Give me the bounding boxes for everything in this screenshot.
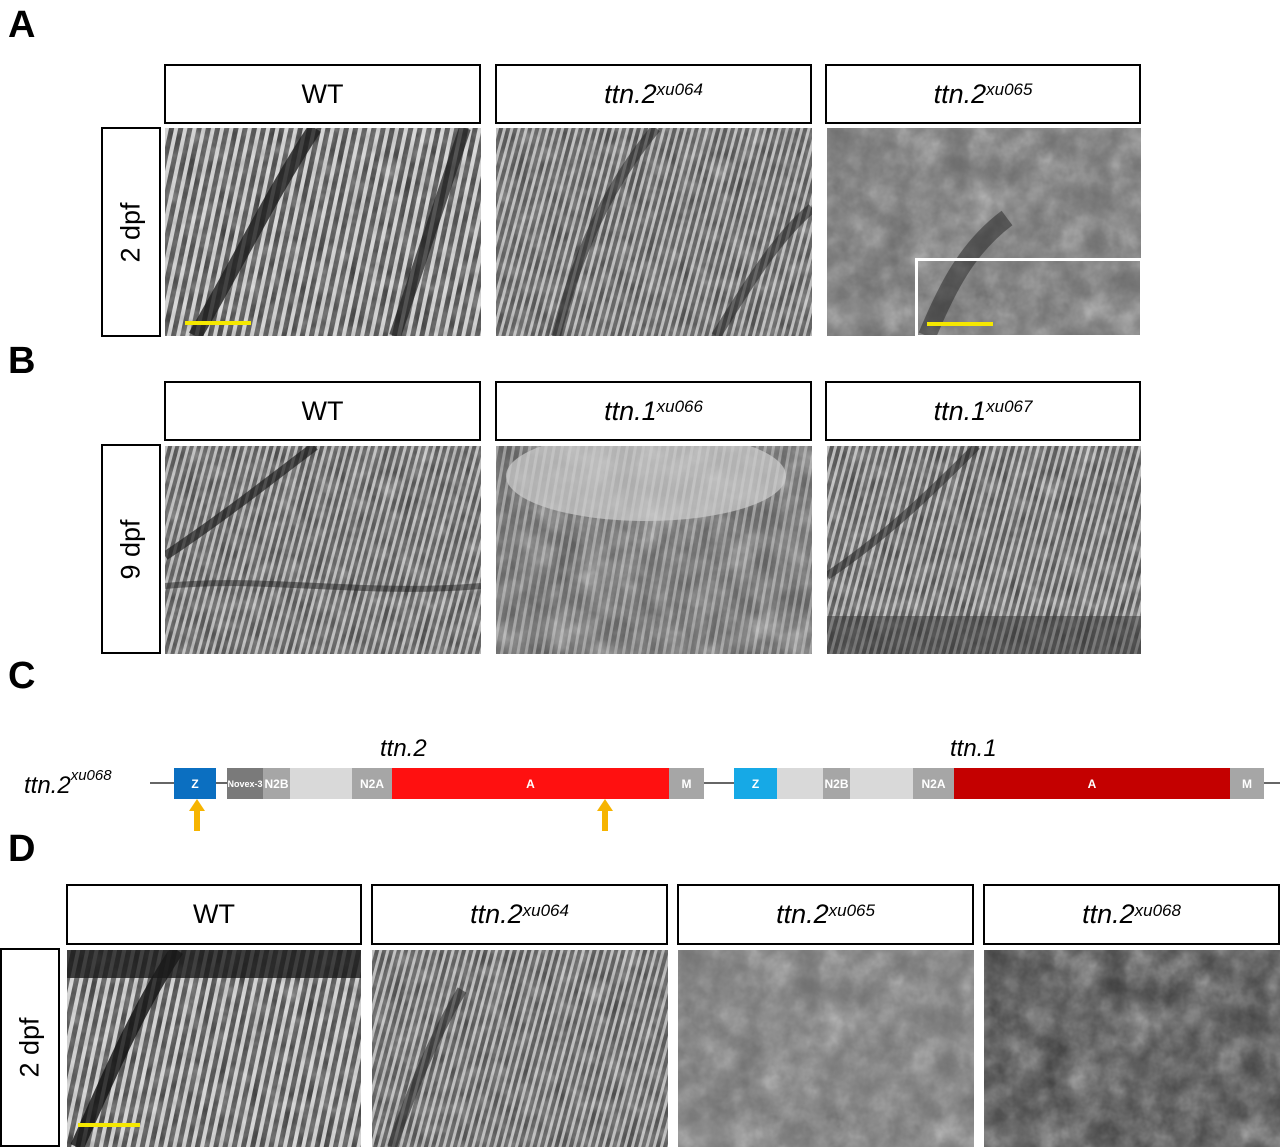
column-header-ttn2-xu068: ttn.2 xu068 bbox=[983, 884, 1280, 945]
micrograph-ttn2-xu068-2dpf bbox=[984, 950, 1280, 1147]
panel-label-c: C bbox=[8, 655, 36, 697]
up-arrow-icon bbox=[189, 799, 205, 831]
micrograph-ttn1-xu066-9dpf bbox=[496, 446, 812, 654]
column-header-wt: WT bbox=[164, 381, 481, 441]
inset-frame bbox=[915, 258, 1143, 338]
column-header-wt: WT bbox=[66, 884, 362, 945]
allele-superscript: xu066 bbox=[656, 397, 703, 416]
column-header-ttn2-xu065: ttn.2 xu065 bbox=[677, 884, 974, 945]
row-label-text: 2 dpf bbox=[14, 1017, 45, 1078]
up-arrow-icon bbox=[597, 799, 613, 831]
gene-label-ttn2: ttn.2 bbox=[380, 735, 427, 762]
row-label-text: 9 dpf bbox=[115, 518, 146, 580]
domain-n2b-ttn2: N2B bbox=[263, 768, 290, 799]
domain-n2a-ttn2: N2A bbox=[352, 768, 392, 799]
domain-spacer-ttn1 bbox=[777, 768, 823, 799]
allele-label-ttn2-xu068: ttn.2xu068 bbox=[24, 767, 112, 800]
column-header-ttn1-xu066: ttn.1 xu066 bbox=[495, 381, 812, 441]
gene-name: ttn.2 bbox=[933, 78, 987, 109]
domain-n2a-ttn1: N2A bbox=[913, 768, 954, 799]
micrograph-ttn2-xu065-2dpf bbox=[827, 128, 1141, 336]
micrograph-wt-2dpf bbox=[165, 128, 481, 336]
allele-superscript: xu064 bbox=[656, 80, 703, 99]
domain-spacer2-ttn1 bbox=[850, 768, 913, 799]
scale-bar-inset bbox=[927, 322, 993, 326]
domain-a-ttn1: A bbox=[954, 768, 1230, 799]
column-header-ttn2-xu065: ttn.2 xu065 bbox=[825, 64, 1141, 124]
column-header-ttn2-xu064: ttn.2 xu064 bbox=[371, 884, 668, 945]
domain-novex3-ttn2: Novex-3 bbox=[227, 768, 263, 799]
allele-superscript: xu068 bbox=[70, 767, 112, 784]
domain-z-ttn2: Z bbox=[174, 768, 216, 799]
column-header-wt: WT bbox=[164, 64, 481, 124]
domain-spacer-ttn2 bbox=[290, 768, 352, 799]
gene-name: ttn.2 bbox=[776, 899, 829, 929]
scale-bar bbox=[185, 321, 251, 325]
domain-m-ttn1: M bbox=[1230, 768, 1264, 799]
genomic-backbone-line bbox=[150, 782, 1280, 784]
gene-name: ttn.1 bbox=[933, 395, 987, 426]
allele-superscript: xu068 bbox=[1134, 900, 1181, 920]
gene-name: ttn.2 bbox=[470, 899, 523, 929]
micrograph-ttn1-xu067-9dpf bbox=[827, 446, 1141, 654]
domain-n2b-ttn1: N2B bbox=[823, 768, 850, 799]
row-label-9dpf: 9 dpf bbox=[101, 444, 161, 654]
header-text: WT bbox=[301, 395, 344, 426]
header-text: WT bbox=[301, 78, 344, 109]
row-label-text: 2 dpf bbox=[115, 201, 146, 263]
gene-name: ttn.2 bbox=[24, 772, 71, 799]
allele-superscript: xu064 bbox=[522, 900, 569, 920]
row-label-2dpf: 2 dpf bbox=[0, 948, 60, 1147]
panel-label-d: D bbox=[8, 828, 36, 870]
column-header-ttn2-xu064: ttn.2 xu064 bbox=[495, 64, 812, 124]
domain-m-ttn2: M bbox=[669, 768, 704, 799]
gene-label-ttn1: ttn.1 bbox=[950, 735, 997, 762]
micrograph-wt-2dpf bbox=[67, 950, 361, 1147]
gene-name: ttn.1 bbox=[604, 395, 657, 426]
micrograph-ttn2-xu065-2dpf bbox=[678, 950, 974, 1147]
column-header-ttn1-xu067: ttn.1 xu067 bbox=[825, 381, 1141, 441]
panel-label-b: B bbox=[8, 340, 36, 382]
allele-superscript: xu065 bbox=[986, 80, 1033, 99]
header-text: WT bbox=[193, 899, 235, 929]
gene-name: ttn.2 bbox=[604, 78, 657, 109]
micrograph-ttn2-xu064-2dpf bbox=[496, 128, 812, 336]
domain-a-ttn2: A bbox=[392, 768, 669, 799]
panel-label-a: A bbox=[8, 4, 36, 46]
allele-superscript: xu065 bbox=[828, 900, 875, 920]
row-label-2dpf: 2 dpf bbox=[101, 127, 161, 337]
micrograph-ttn2-xu064-2dpf bbox=[372, 950, 668, 1147]
allele-superscript: xu067 bbox=[986, 397, 1033, 416]
domain-z-ttn1: Z bbox=[734, 768, 777, 799]
scale-bar bbox=[78, 1123, 140, 1127]
gene-name: ttn.2 bbox=[1082, 899, 1135, 929]
micrograph-wt-9dpf bbox=[165, 446, 481, 654]
